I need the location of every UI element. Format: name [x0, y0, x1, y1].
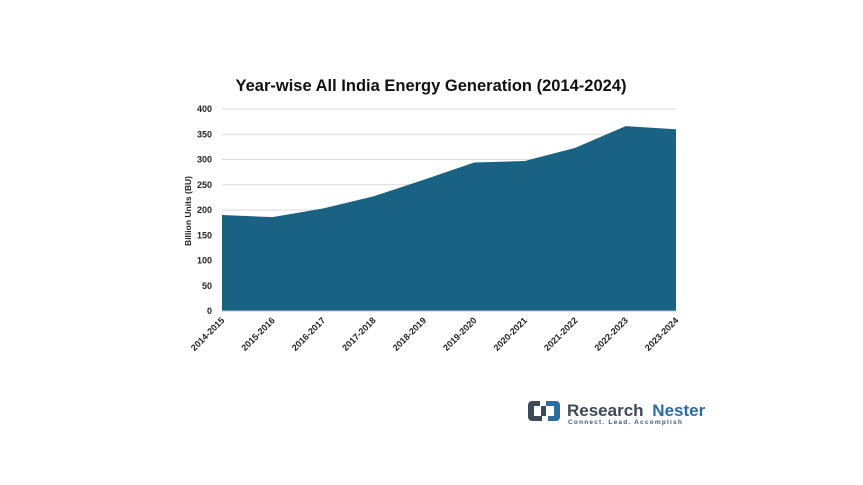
x-tick-label: 2016-2017: [290, 315, 328, 353]
x-axis: 2014-2015 2015-2016 2016-2017 2017-2018 2018…: [189, 310, 681, 353]
area-fill-series-0: [222, 126, 676, 311]
x-tick-label: 2019-2020: [441, 315, 479, 353]
x-tick-label: 2015-2016: [239, 315, 277, 353]
x-tick-label: 2020-2021: [492, 315, 530, 353]
y-tick-label: 300: [197, 155, 212, 165]
svg-text:Research Nester: Research Nester: [567, 401, 706, 420]
x-tick-label: 2023-2024: [643, 315, 681, 353]
x-tick-label: 2014-2015: [189, 315, 227, 353]
y-tick-label: 350: [197, 129, 212, 139]
y-axis-label: Billion Units (BU): [183, 176, 193, 246]
y-tick-label: 150: [197, 230, 212, 240]
x-tick-label: 2018-2019: [391, 315, 429, 353]
chart-title: Year-wise All India Energy Generation (2…: [236, 77, 627, 95]
y-tick-label: 100: [197, 256, 212, 266]
x-tick-label: 2021-2022: [542, 315, 580, 353]
y-tick-label: 400: [197, 104, 212, 114]
y-tick-label: 250: [197, 180, 212, 190]
area-series: [221, 126, 677, 311]
x-tick-label: 2022-2023: [592, 315, 630, 353]
logo-mark-icon: [528, 401, 560, 421]
x-tick-label: 2017-2018: [340, 315, 378, 353]
brand-name-nester: Nester: [652, 401, 705, 420]
research-nester-logo: Research Nester Connect. Lead. Accomplis…: [528, 401, 706, 426]
y-tick-label: 0: [207, 306, 212, 316]
y-tick-label: 50: [202, 281, 212, 291]
y-tick-label: 200: [197, 205, 212, 215]
brand-name-research: Research: [567, 401, 644, 420]
y-axis: 0 50 100 150 200 250 300 350 400: [197, 104, 212, 316]
brand-tagline: Connect. Lead. Accomplish: [568, 419, 683, 426]
